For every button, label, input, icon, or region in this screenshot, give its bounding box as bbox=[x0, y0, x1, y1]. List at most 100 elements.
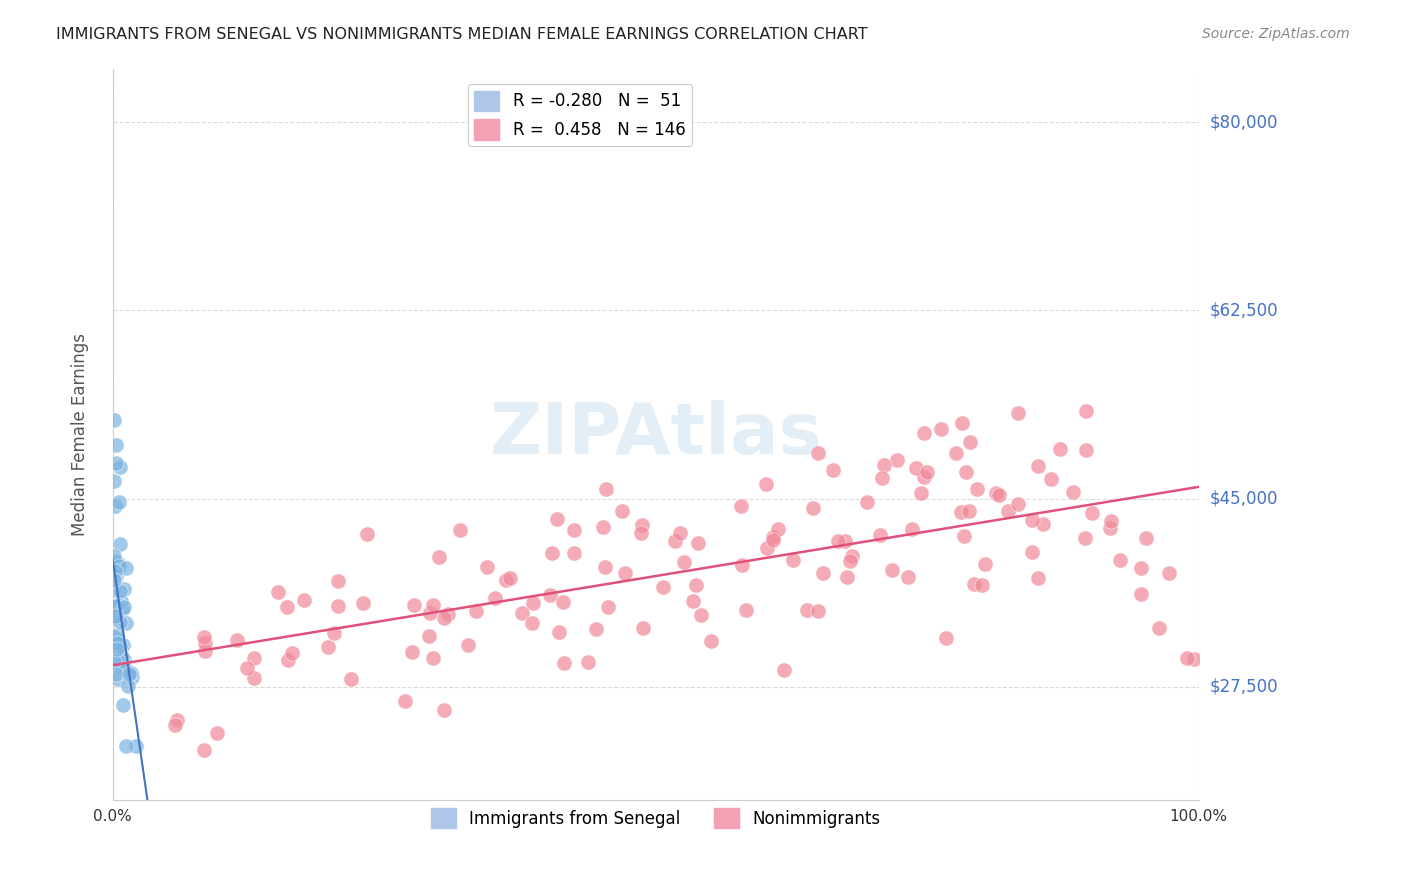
Point bbox=[104, 568, 127, 582]
Point bbox=[108, 639, 131, 653]
Point bbox=[955, 465, 977, 479]
Point bbox=[592, 520, 614, 534]
Point bbox=[1182, 652, 1205, 666]
Point bbox=[538, 588, 561, 602]
Point bbox=[114, 662, 136, 676]
Point bbox=[614, 566, 637, 580]
Point bbox=[115, 561, 138, 575]
Point bbox=[755, 476, 778, 491]
Point bbox=[104, 640, 127, 654]
Point bbox=[682, 594, 704, 608]
Point bbox=[427, 549, 450, 564]
Point bbox=[104, 599, 127, 614]
Point bbox=[194, 644, 217, 658]
Point bbox=[105, 666, 128, 681]
Point bbox=[839, 554, 862, 568]
Text: $62,500: $62,500 bbox=[1211, 301, 1278, 319]
Point bbox=[1021, 545, 1043, 559]
Point bbox=[356, 526, 378, 541]
Point bbox=[495, 573, 517, 587]
Point bbox=[685, 577, 707, 591]
Point bbox=[950, 416, 973, 430]
Point bbox=[115, 615, 138, 630]
Point bbox=[111, 698, 134, 712]
Point bbox=[807, 604, 830, 618]
Point bbox=[522, 596, 544, 610]
Point bbox=[987, 487, 1010, 501]
Point bbox=[873, 458, 896, 472]
Point bbox=[433, 611, 456, 625]
Point bbox=[631, 621, 654, 635]
Point bbox=[112, 638, 135, 652]
Point bbox=[322, 626, 344, 640]
Point bbox=[326, 574, 349, 588]
Point bbox=[107, 556, 129, 570]
Point bbox=[103, 474, 125, 488]
Point bbox=[801, 500, 824, 515]
Text: $27,500: $27,500 bbox=[1211, 678, 1278, 696]
Point bbox=[1175, 651, 1198, 665]
Legend: Immigrants from Senegal, Nonimmigrants: Immigrants from Senegal, Nonimmigrants bbox=[425, 801, 887, 835]
Point bbox=[553, 656, 575, 670]
Point bbox=[121, 670, 143, 684]
Point bbox=[114, 739, 136, 753]
Point bbox=[595, 482, 617, 496]
Point bbox=[959, 434, 981, 449]
Point bbox=[782, 552, 804, 566]
Point bbox=[107, 655, 129, 669]
Point bbox=[104, 456, 127, 470]
Point bbox=[1074, 531, 1097, 545]
Point bbox=[562, 524, 585, 538]
Point bbox=[103, 564, 125, 578]
Point bbox=[841, 549, 863, 563]
Point bbox=[631, 518, 654, 533]
Text: ZIPAtlas: ZIPAtlas bbox=[489, 400, 823, 468]
Point bbox=[949, 505, 972, 519]
Point bbox=[103, 549, 125, 563]
Point bbox=[104, 499, 127, 513]
Point bbox=[910, 485, 932, 500]
Point bbox=[1108, 553, 1130, 567]
Point bbox=[340, 672, 363, 686]
Point bbox=[953, 529, 976, 543]
Point bbox=[110, 662, 132, 676]
Point bbox=[103, 611, 125, 625]
Point bbox=[553, 594, 575, 608]
Point bbox=[690, 607, 713, 622]
Point bbox=[598, 600, 620, 615]
Point bbox=[436, 607, 458, 622]
Point bbox=[464, 604, 486, 618]
Point bbox=[449, 523, 471, 537]
Point bbox=[125, 739, 148, 753]
Point bbox=[966, 483, 988, 497]
Point bbox=[735, 603, 758, 617]
Point bbox=[103, 554, 125, 568]
Point bbox=[1099, 514, 1122, 528]
Point bbox=[103, 654, 125, 668]
Point bbox=[110, 537, 132, 551]
Point bbox=[1021, 512, 1043, 526]
Point bbox=[166, 714, 188, 728]
Point bbox=[699, 634, 721, 648]
Point bbox=[576, 655, 599, 669]
Point bbox=[243, 671, 266, 685]
Point bbox=[945, 445, 967, 459]
Point bbox=[856, 495, 879, 509]
Point bbox=[1074, 442, 1097, 457]
Point bbox=[104, 609, 127, 624]
Point bbox=[957, 504, 980, 518]
Point bbox=[766, 522, 789, 536]
Point bbox=[1032, 517, 1054, 532]
Point bbox=[105, 636, 128, 650]
Point bbox=[105, 641, 128, 656]
Point bbox=[498, 571, 520, 585]
Point bbox=[651, 580, 673, 594]
Point bbox=[610, 504, 633, 518]
Text: $80,000: $80,000 bbox=[1211, 113, 1278, 131]
Point bbox=[730, 499, 752, 513]
Point bbox=[807, 446, 830, 460]
Point bbox=[419, 607, 441, 621]
Point bbox=[281, 646, 304, 660]
Point bbox=[541, 546, 564, 560]
Point bbox=[1049, 442, 1071, 456]
